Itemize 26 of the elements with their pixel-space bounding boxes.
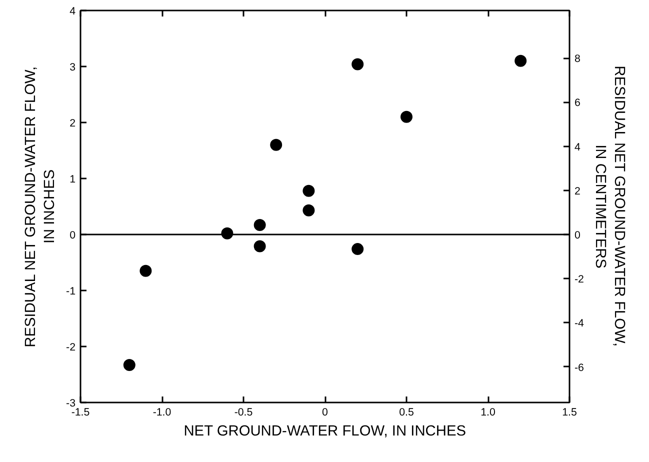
y2-tick-label: 2 [574, 185, 580, 198]
y-tick-label: 4 [70, 6, 76, 18]
y2-tick-label: -4 [574, 318, 584, 330]
x-tick-label: 0.5 [399, 406, 414, 418]
y-tick-label: 3 [70, 62, 76, 74]
y2-tick-label: 0 [574, 230, 580, 242]
x-tick-label: 1.5 [562, 406, 577, 418]
y2-tick-label: 4 [574, 141, 580, 154]
y2-tick-label: 6 [574, 97, 580, 110]
y-tick-label: 2 [70, 118, 76, 130]
y-tick-label: 0 [70, 230, 76, 242]
y2-tick-label: 8 [574, 53, 580, 66]
x-tick-label: -0.5 [234, 406, 253, 418]
y-tick-label: -2 [66, 342, 76, 354]
y-tick-label: -3 [66, 398, 76, 410]
y2-tick-label: -2 [574, 274, 584, 286]
y-axis-title: RESIDUAL NET GROUND-WATER FLOW, IN INCHES [22, 66, 58, 348]
y-tick-label: 1 [70, 174, 76, 186]
x-tick-label: -1.0 [152, 406, 172, 418]
y2-tick-label: -6 [574, 362, 584, 374]
x-tick-label: 0 [322, 406, 328, 418]
x-tick-label: 1.0 [480, 406, 496, 418]
y-tick-label: -1 [66, 286, 76, 298]
x-axis-title: NET GROUND-WATER FLOW, IN INCHES [184, 424, 466, 440]
y2-axis-title: RESIDUAL NET GROUND-WATER FLOW, IN CENTIMETERS [592, 66, 628, 347]
x-tick-label: -1.5 [71, 406, 90, 418]
